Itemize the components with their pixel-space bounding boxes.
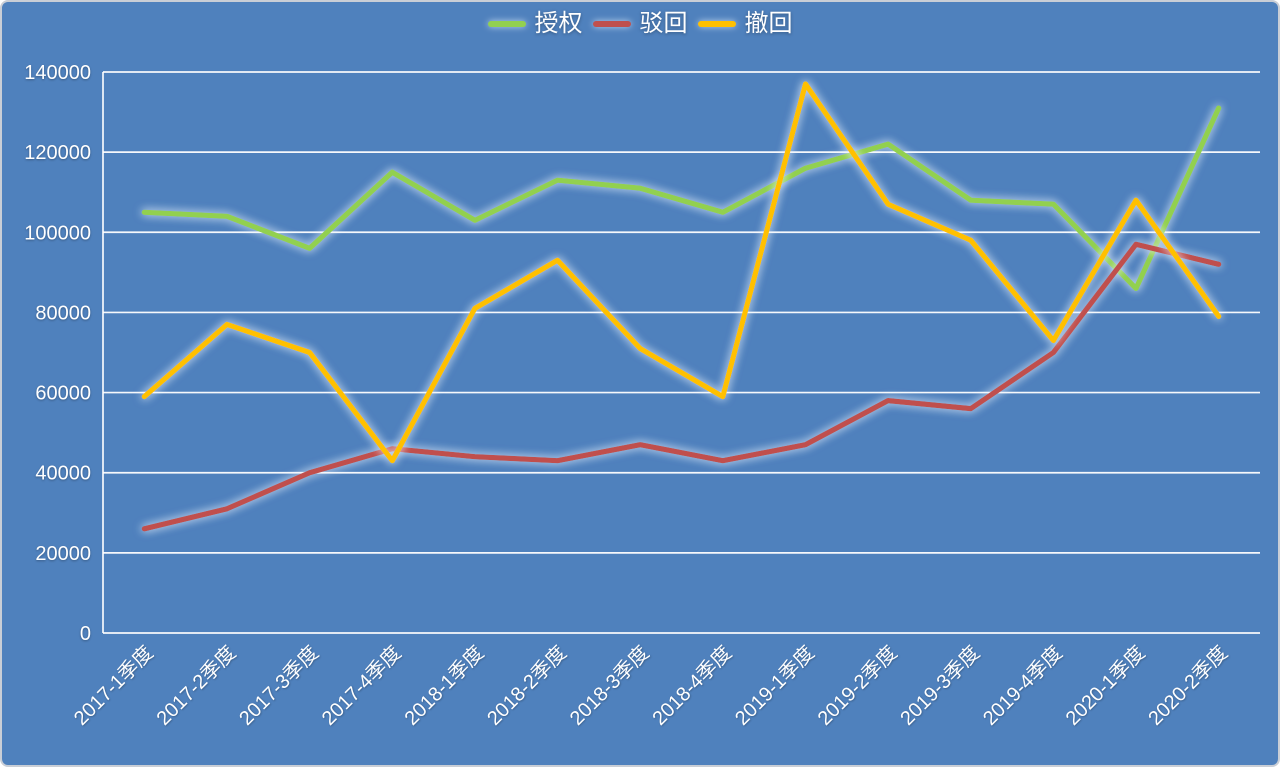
y-axis-tick-label: 140000 [24,62,91,84]
x-axis-tick-label: 2018-2季度 [482,641,571,730]
x-axis-tick-label: 2019-2季度 [813,641,902,730]
x-axis-tick-label: 2018-3季度 [565,641,654,730]
legend-label-authorized: 授权 [534,10,583,37]
y-axis-tick-label: 80000 [35,302,91,324]
y-axis-tick-label: 120000 [24,142,91,164]
series-line-withdrawn [141,81,1222,464]
x-axis-tick-label: 2017-1季度 [69,641,158,730]
y-axis-tick-label: 60000 [35,383,91,405]
x-axis-tick-label: 2020-2季度 [1144,641,1233,730]
series-line-rejected [141,241,1222,532]
y-axis-tick-label: 0 [80,623,91,645]
x-axis-tick-label: 2017-4季度 [317,641,406,730]
legend-swatch-authorized-icon [487,21,526,27]
legend-label-rejected: 驳回 [639,10,688,37]
x-axis-tick-label: 2019-1季度 [730,641,819,730]
series-line-authorized [141,105,1222,291]
x-axis-tick-label: 2019-3季度 [896,641,985,730]
legend-swatch-withdrawn-icon [697,21,736,27]
legend-item-withdrawn: 撤回 [697,10,793,37]
y-axis-tick-label: 40000 [35,463,91,485]
x-axis-tick-label: 2018-4季度 [648,641,737,730]
y-axis-tick-label: 20000 [35,543,91,565]
legend: 授权 驳回 撤回 [2,12,1278,36]
y-axis-tick-label: 100000 [24,222,91,244]
x-axis-tick-label: 2020-1季度 [1061,641,1150,730]
x-axis-tick-label: 2019-4季度 [978,641,1067,730]
legend-swatch-rejected-icon [592,21,631,27]
x-axis-tick-label: 2018-1季度 [400,641,489,730]
x-axis-tick-label: 2017-2季度 [152,641,241,730]
x-axis-tick-label: 2017-3季度 [235,641,324,730]
legend-item-rejected: 驳回 [592,10,688,37]
legend-item-authorized: 授权 [487,10,583,37]
legend-label-withdrawn: 撤回 [744,10,793,37]
